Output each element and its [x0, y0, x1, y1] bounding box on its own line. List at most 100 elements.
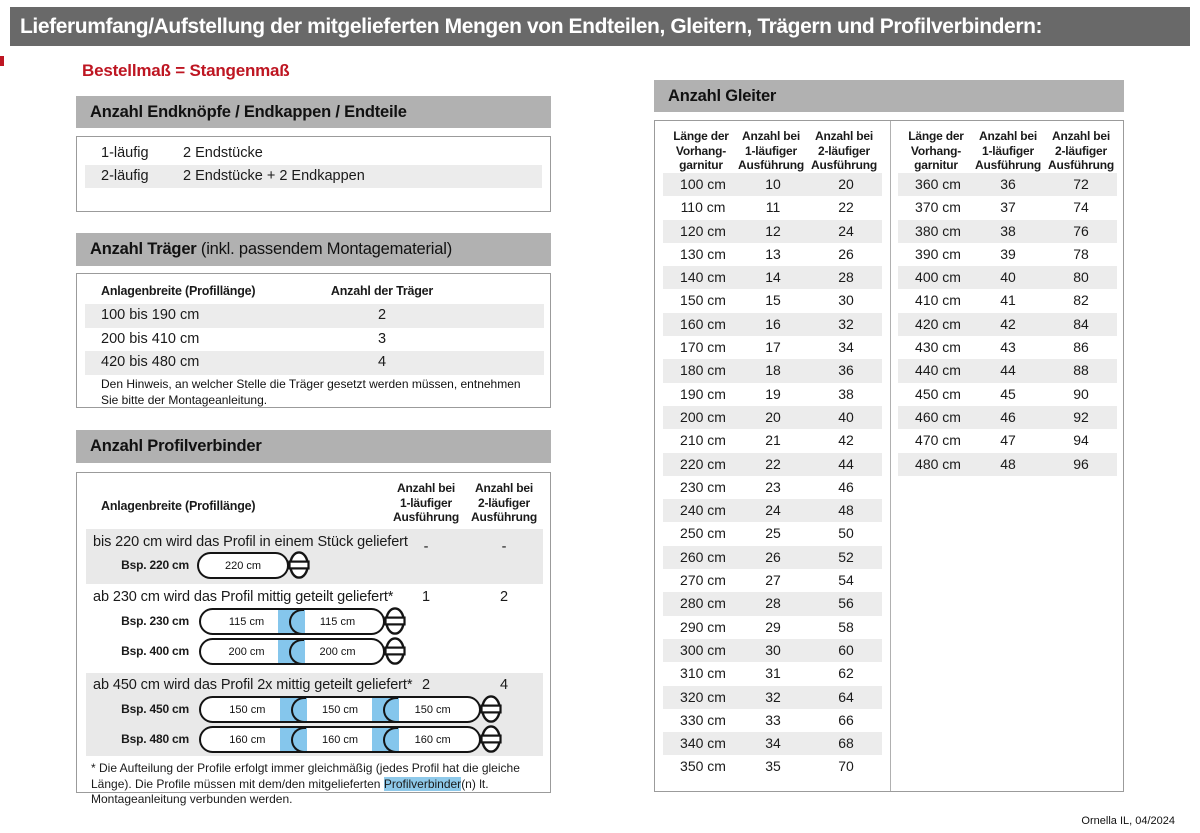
count-2run-cell: 30	[838, 292, 854, 309]
count-1run-cell: 32	[765, 688, 781, 705]
length-cell: 230 cm	[680, 478, 726, 495]
traeger-table: Anlagenbreite (Profillänge) Anzahl der T…	[76, 273, 551, 408]
section-traeger-title: Anzahl Träger (inkl. passendem Montagema…	[76, 240, 452, 259]
endteile-table: 1-läufig 2 Endstücke 2-läufig 2 Endstück…	[76, 136, 551, 212]
length-cell: 130 cm	[680, 245, 726, 262]
count-2run-cell: 42	[838, 432, 854, 449]
gleiter-row: 210 cm 21 42	[663, 429, 882, 452]
profile-rod-450: 150 cm 150 cm 150 cm	[199, 696, 481, 723]
count-2run-cell: 78	[1073, 245, 1089, 262]
count-2run-cell: 52	[838, 548, 854, 565]
length-cell: 290 cm	[680, 618, 726, 635]
count-1run-cell: 18	[765, 362, 781, 379]
count-2run-cell: 56	[838, 595, 854, 612]
count-2run-cell: 82	[1073, 292, 1089, 309]
count-1run-cell: 24	[765, 502, 781, 519]
count-1run-cell: 15	[765, 292, 781, 309]
gleiter-row: 270 cm 27 54	[663, 569, 882, 592]
gleiter-row: 220 cm 22 44	[663, 452, 882, 476]
count-2run-cell: 80	[1073, 269, 1089, 286]
section-profilverbinder-title: Anzahl Profilverbinder	[90, 437, 262, 455]
rod-segment: 160 cm	[201, 728, 294, 751]
count-2run-cell: 44	[838, 455, 854, 472]
bracket-count-cell: 3	[377, 330, 387, 347]
section-traeger-header: Anzahl Träger (inkl. passendem Montagema…	[76, 233, 551, 266]
gleiter-row: 180 cm 18 36	[663, 359, 882, 383]
pv-col3-header: Anzahl bei 2-läufiger Ausführung	[471, 481, 537, 524]
traeger-col2-header: Anzahl der Träger	[330, 284, 434, 298]
gleiter-right-rows: 360 cm 36 72 370 cm 37 74 380 cm 38 76	[898, 173, 1117, 476]
count-1run-cell: 38	[1000, 222, 1016, 239]
gleiter-row: 260 cm 26 52	[663, 545, 882, 570]
pv-row-220-two: -	[501, 539, 507, 555]
gleiter-row: 290 cm 29 58	[663, 616, 882, 639]
bracket-count-cell: 4	[377, 354, 387, 370]
segment-cap-arc	[290, 726, 306, 753]
gleiter-row: 140 cm 14 28	[663, 266, 882, 290]
count-1run-cell: 30	[765, 641, 781, 658]
gleiter-row: 410 cm 41 82	[898, 289, 1117, 312]
gleiter-row: 310 cm 31 62	[663, 662, 882, 685]
run-type-cell: 2-läufig	[101, 168, 149, 184]
length-cell: 350 cm	[680, 758, 726, 775]
segment-length-label: 150 cm	[321, 703, 359, 716]
count-1run-cell: 47	[1000, 432, 1016, 449]
table-row: 100 bis 190 cm 2	[85, 304, 544, 328]
gleiter-row: 430 cm 43 86	[898, 336, 1117, 359]
rod-segment: 160 cm	[279, 726, 387, 753]
segment-length-label: 160 cm	[229, 733, 266, 746]
pv-footnote: * Die Aufteilung der Profile erfolgt imm…	[91, 761, 537, 808]
count-2run-cell: 64	[838, 688, 854, 705]
segment-cap-arc	[290, 696, 306, 723]
count-2run-cell: 54	[838, 572, 854, 589]
count-1run-cell: 39	[1000, 245, 1016, 262]
count-2run-cell: 38	[838, 385, 854, 402]
count-1run-cell: 12	[765, 222, 781, 239]
page-edge-mark	[0, 56, 4, 66]
bracket-count-cell: 2	[377, 307, 387, 323]
gleiter-row: 340 cm 34 68	[663, 732, 882, 756]
gleiter-row: 110 cm 11 22	[663, 196, 882, 219]
count-1run-cell: 31	[765, 665, 781, 682]
pv-row-220-one: -	[423, 539, 429, 555]
length-cell: 260 cm	[680, 548, 726, 565]
segment-length-label: 200 cm	[228, 645, 265, 658]
gleiter-row: 240 cm 24 48	[663, 499, 882, 523]
length-cell: 360 cm	[915, 176, 961, 192]
profile-end-icon	[288, 551, 310, 579]
profile-connector	[278, 608, 305, 635]
length-cell: 320 cm	[680, 688, 726, 705]
quantity-cell: 2 Endstücke + 2 Endkappen	[183, 168, 365, 184]
gleiter-row: 420 cm 42 84	[898, 312, 1117, 337]
count-1run-cell: 14	[765, 269, 781, 286]
gleiter-right-col3-header: Anzahl bei 2-läufiger Ausführung	[1048, 129, 1114, 172]
count-1run-cell: 22	[765, 455, 781, 472]
rod-segment: 150 cm	[372, 696, 479, 723]
rod-segment: 220 cm	[199, 554, 287, 577]
length-cell: 420 cm	[915, 315, 961, 332]
pv-col2-header: Anzahl bei 1-läufiger Ausführung	[393, 481, 459, 524]
count-2run-cell: 58	[838, 618, 854, 635]
segment-length-label: 200 cm	[319, 645, 356, 658]
length-cell: 200 cm	[680, 408, 726, 425]
pv-col1-header: Anlagenbreite (Profillänge)	[101, 499, 256, 513]
count-1run-cell: 23	[765, 478, 781, 495]
length-cell: 310 cm	[680, 665, 726, 682]
length-cell: 140 cm	[680, 269, 726, 286]
pv-row-220-text: bis 220 cm wird das Profil in einem Stüc…	[93, 534, 408, 550]
length-cell: 110 cm	[680, 199, 726, 216]
segment-cap-arc	[289, 638, 304, 665]
length-cell: 450 cm	[915, 385, 961, 402]
count-1run-cell: 28	[765, 595, 781, 612]
count-1run-cell: 10	[765, 176, 781, 192]
gleiter-row: 330 cm 33 66	[663, 709, 882, 732]
count-2run-cell: 66	[838, 711, 854, 728]
table-row: 1-läufig 2 Endstücke	[85, 142, 542, 165]
count-1run-cell: 25	[765, 525, 781, 542]
rod-segment: 115 cm	[278, 608, 383, 635]
gleiter-row: 280 cm 28 56	[663, 592, 882, 616]
width-range-cell: 100 bis 190 cm	[101, 307, 200, 323]
traeger-note: Den Hinweis, an welcher Stelle die Träge…	[101, 377, 521, 407]
segment-length-label: 160 cm	[414, 733, 451, 746]
